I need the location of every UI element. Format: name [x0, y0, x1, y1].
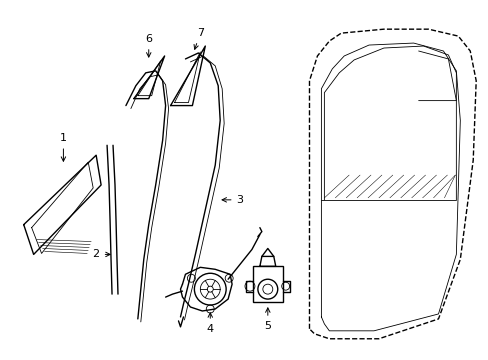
Text: 7: 7 [194, 28, 203, 49]
Text: 1: 1 [60, 133, 67, 161]
Text: 5: 5 [264, 308, 271, 331]
Text: 3: 3 [222, 195, 243, 205]
Bar [252, 266, 282, 302]
Text: 2: 2 [92, 249, 110, 260]
Text: 6: 6 [145, 34, 152, 57]
Text: 4: 4 [206, 313, 213, 334]
